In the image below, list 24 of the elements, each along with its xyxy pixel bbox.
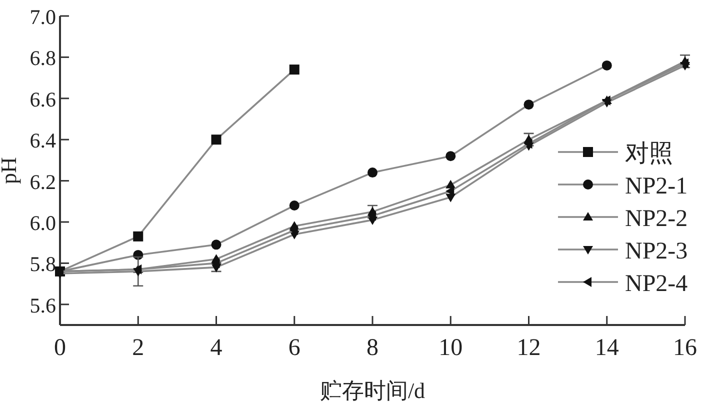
y-tick-label: 5.6	[30, 293, 56, 318]
legend-label: NP2-2	[625, 206, 688, 232]
y-tick-label: 5.8	[30, 252, 56, 276]
x-axis-title: 贮存时间/d	[320, 378, 426, 403]
legend-label: NP2-1	[625, 174, 688, 200]
y-tick-label: 6.2	[30, 170, 56, 194]
y-tick-label: 6.4	[30, 128, 56, 153]
legend-label: NP2-3	[625, 238, 688, 264]
y-tick-label: 6.0	[30, 211, 56, 235]
x-tick-label: 14	[594, 335, 619, 361]
y-axis-title: pH	[0, 156, 21, 184]
y-tick-label: 6.8	[30, 46, 56, 70]
y-tick-label: 6.6	[30, 87, 56, 112]
x-tick-label: 12	[516, 335, 541, 361]
x-tick-label: 6	[288, 335, 300, 361]
x-tick-label: 10	[438, 335, 463, 361]
x-tick-label: 2	[132, 335, 144, 361]
legend-label: NP2-4	[625, 271, 688, 297]
legend-label: 对照	[625, 141, 673, 167]
x-tick-label: 0	[54, 335, 66, 361]
x-tick-label: 8	[366, 335, 378, 361]
x-tick-label: 4	[210, 335, 222, 361]
y-tick-label: 7.0	[30, 5, 56, 29]
x-tick-label: 16	[673, 335, 697, 361]
